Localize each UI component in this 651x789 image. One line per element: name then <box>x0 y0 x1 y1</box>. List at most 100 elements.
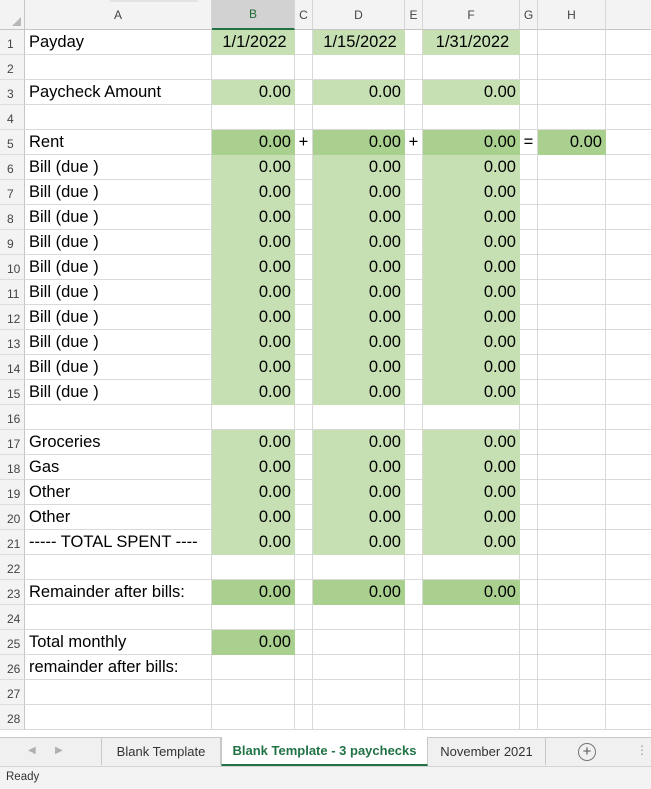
cell-g28[interactable] <box>520 705 538 730</box>
cell-c2[interactable] <box>295 55 313 80</box>
cell-i7[interactable] <box>606 180 651 205</box>
cell-f10[interactable]: 0.00 <box>423 255 520 280</box>
cell-d27[interactable] <box>313 680 405 705</box>
cell-f22[interactable] <box>423 555 520 580</box>
cell-d6[interactable]: 0.00 <box>313 155 405 180</box>
cell-b24[interactable] <box>212 605 295 630</box>
row-header[interactable]: 9 <box>0 230 25 255</box>
cell-h1[interactable] <box>538 30 606 55</box>
cell-d8[interactable]: 0.00 <box>313 205 405 230</box>
cell-i3[interactable] <box>606 80 651 105</box>
cell-i14[interactable] <box>606 355 651 380</box>
cell-d16[interactable] <box>313 405 405 430</box>
cell-c22[interactable] <box>295 555 313 580</box>
cell-a20[interactable]: Other <box>25 505 212 530</box>
cell-f1[interactable]: 1/31/2022 <box>423 30 520 55</box>
cell-i16[interactable] <box>606 405 651 430</box>
cell-c7[interactable] <box>295 180 313 205</box>
cell-i9[interactable] <box>606 230 651 255</box>
cell-c13[interactable] <box>295 330 313 355</box>
cell-a13[interactable]: Bill (due ) <box>25 330 212 355</box>
cell-f15[interactable]: 0.00 <box>423 380 520 405</box>
cell-a18[interactable]: Gas <box>25 455 212 480</box>
cell-i24[interactable] <box>606 605 651 630</box>
cell-c18[interactable] <box>295 455 313 480</box>
cell-e18[interactable] <box>405 455 423 480</box>
cell-i12[interactable] <box>606 305 651 330</box>
cell-b21[interactable]: 0.00 <box>212 530 295 555</box>
cell-f16[interactable] <box>423 405 520 430</box>
cell-a14[interactable]: Bill (due ) <box>25 355 212 380</box>
row-header[interactable]: 14 <box>0 355 25 380</box>
cell-a9[interactable]: Bill (due ) <box>25 230 212 255</box>
cell-g23[interactable] <box>520 580 538 605</box>
cell-e3[interactable] <box>405 80 423 105</box>
cell-d25[interactable] <box>313 630 405 655</box>
cell-b6[interactable]: 0.00 <box>212 155 295 180</box>
cell-f19[interactable]: 0.00 <box>423 480 520 505</box>
cell-e25[interactable] <box>405 630 423 655</box>
cell-a28[interactable] <box>25 705 212 730</box>
cell-g18[interactable] <box>520 455 538 480</box>
cell-d7[interactable]: 0.00 <box>313 180 405 205</box>
cell-b4[interactable] <box>212 105 295 130</box>
cell-h4[interactable] <box>538 105 606 130</box>
cell-h18[interactable] <box>538 455 606 480</box>
column-header-c[interactable]: C <box>295 0 313 30</box>
cell-h17[interactable] <box>538 430 606 455</box>
cell-b7[interactable]: 0.00 <box>212 180 295 205</box>
cell-e5[interactable]: + <box>405 130 423 155</box>
cell-b8[interactable]: 0.00 <box>212 205 295 230</box>
cell-f9[interactable]: 0.00 <box>423 230 520 255</box>
cell-h26[interactable] <box>538 655 606 680</box>
cell-e8[interactable] <box>405 205 423 230</box>
cell-g22[interactable] <box>520 555 538 580</box>
cell-e21[interactable] <box>405 530 423 555</box>
cell-d11[interactable]: 0.00 <box>313 280 405 305</box>
cell-b11[interactable]: 0.00 <box>212 280 295 305</box>
cell-f21[interactable]: 0.00 <box>423 530 520 555</box>
cell-e2[interactable] <box>405 55 423 80</box>
row-header[interactable]: 16 <box>0 405 25 430</box>
row-header[interactable]: 21 <box>0 530 25 555</box>
column-header-extra[interactable] <box>606 0 651 30</box>
worksheet-grid[interactable]: A B C D E F G H 1 Payday 1/1/2022 1/15/2022 1/31/202… <box>0 0 651 737</box>
cell-f11[interactable]: 0.00 <box>423 280 520 305</box>
cell-c10[interactable] <box>295 255 313 280</box>
cell-a17[interactable]: Groceries <box>25 430 212 455</box>
cell-a1[interactable]: Payday <box>25 30 212 55</box>
cell-f23[interactable]: 0.00 <box>423 580 520 605</box>
row-header[interactable]: 17 <box>0 430 25 455</box>
cell-c14[interactable] <box>295 355 313 380</box>
cell-b16[interactable] <box>212 405 295 430</box>
cell-h13[interactable] <box>538 330 606 355</box>
row-header[interactable]: 11 <box>0 280 25 305</box>
cell-d24[interactable] <box>313 605 405 630</box>
row-header[interactable]: 28 <box>0 705 25 730</box>
cell-f3[interactable]: 0.00 <box>423 80 520 105</box>
cell-h12[interactable] <box>538 305 606 330</box>
cell-h23[interactable] <box>538 580 606 605</box>
cell-b18[interactable]: 0.00 <box>212 455 295 480</box>
cell-d26[interactable] <box>313 655 405 680</box>
row-header[interactable]: 1 <box>0 30 25 55</box>
cell-g14[interactable] <box>520 355 538 380</box>
cell-e16[interactable] <box>405 405 423 430</box>
cell-h21[interactable] <box>538 530 606 555</box>
cell-e28[interactable] <box>405 705 423 730</box>
cell-i6[interactable] <box>606 155 651 180</box>
cell-f28[interactable] <box>423 705 520 730</box>
cell-e7[interactable] <box>405 180 423 205</box>
cell-h11[interactable] <box>538 280 606 305</box>
cell-g12[interactable] <box>520 305 538 330</box>
row-header[interactable]: 22 <box>0 555 25 580</box>
cell-b5[interactable]: 0.00 <box>212 130 295 155</box>
cell-e12[interactable] <box>405 305 423 330</box>
cell-c27[interactable] <box>295 680 313 705</box>
cell-c9[interactable] <box>295 230 313 255</box>
cell-g26[interactable] <box>520 655 538 680</box>
cell-a25[interactable]: Total monthly <box>25 630 212 655</box>
cell-d5[interactable]: 0.00 <box>313 130 405 155</box>
cell-c16[interactable] <box>295 405 313 430</box>
row-header[interactable]: 19 <box>0 480 25 505</box>
